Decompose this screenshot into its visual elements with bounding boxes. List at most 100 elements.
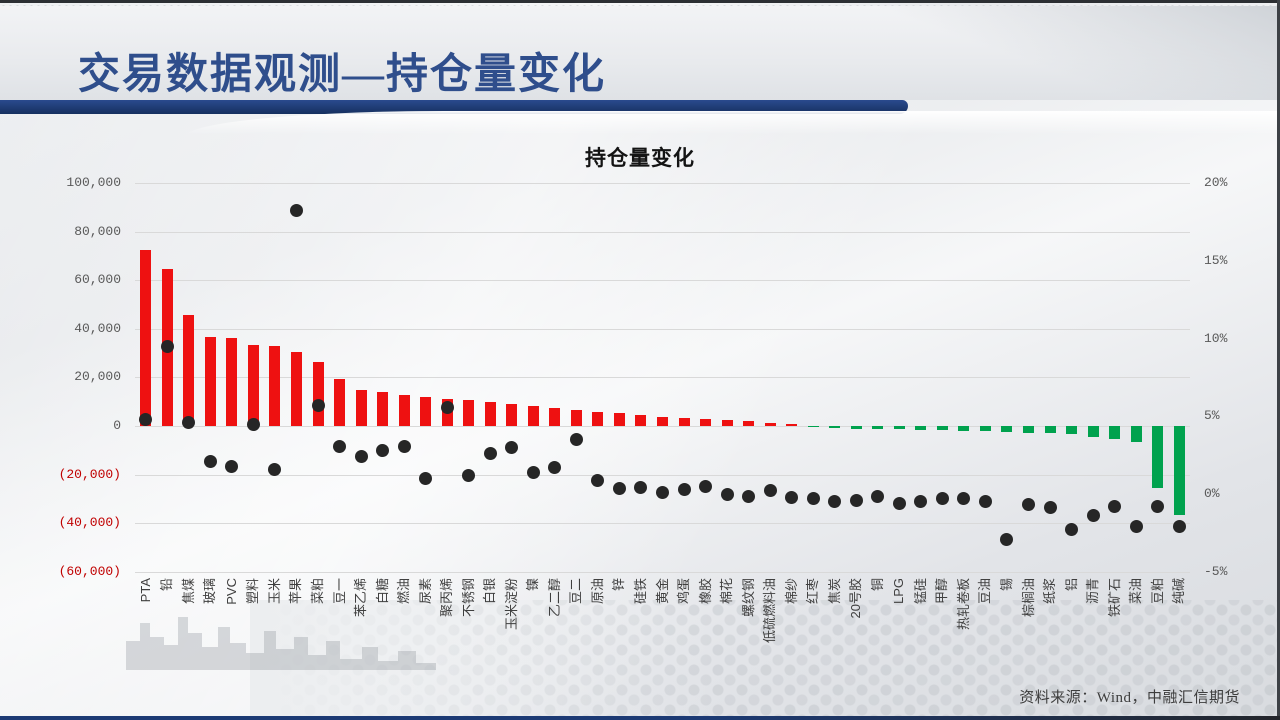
bar	[355, 389, 367, 427]
category-label: 不锈钢	[460, 578, 476, 618]
category-label: 20号胶	[848, 578, 864, 619]
scatter-dot	[699, 480, 713, 494]
category-label: 白糖	[374, 578, 390, 605]
gridline	[135, 523, 1190, 525]
category-label: 锌	[611, 578, 627, 592]
scatter-dot	[505, 441, 519, 455]
skyline-silhouette	[126, 617, 436, 670]
scatter-dot	[311, 399, 325, 413]
gridline	[135, 280, 1190, 282]
bar	[592, 411, 604, 427]
category-label: 低硫燃料油	[762, 578, 778, 644]
right-axis-tick-label: 10%	[1204, 330, 1228, 346]
bar	[269, 345, 281, 427]
left-axis-tick-label: (40,000)	[58, 515, 121, 531]
scatter-dot	[1172, 519, 1186, 533]
bar	[549, 407, 561, 427]
scatter-dot	[914, 494, 928, 508]
bar	[1130, 426, 1142, 442]
left-axis-tick-label: 60,000	[74, 272, 121, 288]
swoosh-decoration	[185, 111, 1280, 137]
bar	[635, 415, 647, 427]
scatter-dot	[935, 492, 949, 506]
scatter-dot	[483, 447, 497, 461]
category-label: 铅	[159, 578, 175, 592]
slide-edge-top	[0, 0, 1280, 3]
right-axis-tick-label: 20%	[1204, 174, 1228, 190]
bar	[1173, 426, 1185, 516]
category-label: LPG	[891, 578, 907, 605]
category-label: 白银	[482, 578, 498, 605]
scatter-dot	[720, 487, 734, 501]
gridline	[135, 571, 1190, 573]
scatter-dot	[763, 483, 777, 497]
bar	[678, 418, 690, 427]
category-label: 镍	[525, 578, 541, 592]
title-band-shade	[860, 6, 1280, 100]
page-title: 交易数据观测—持仓量变化	[78, 52, 607, 98]
category-label: 玻璃	[202, 578, 218, 605]
category-label: 玉米	[266, 578, 282, 605]
bar	[872, 426, 884, 429]
title-underline-bar	[0, 100, 908, 114]
scatter-dot	[440, 400, 454, 414]
left-axis-tick-label: 20,000	[74, 369, 121, 385]
category-label: 棉纱	[783, 578, 799, 605]
bar	[979, 426, 991, 432]
bar	[377, 391, 389, 427]
bar	[958, 426, 970, 431]
scatter-dot	[806, 491, 820, 505]
category-label: 棕榈油	[1020, 578, 1036, 618]
scatter-dot	[526, 466, 540, 479]
bar	[657, 416, 668, 427]
gridline	[135, 474, 1190, 476]
category-label: 塑料	[245, 578, 261, 605]
bar	[807, 426, 819, 428]
category-label: 纯碱	[1171, 578, 1187, 605]
category-label: 纸浆	[1042, 578, 1058, 605]
scatter-dot	[333, 439, 347, 453]
source-note: 资料来源：Wind，中融汇信期货	[1019, 690, 1240, 706]
scatter-dot	[268, 462, 282, 476]
bar	[463, 399, 475, 427]
gridline	[135, 231, 1190, 233]
bar	[247, 344, 259, 427]
left-axis-tick-label: 40,000	[74, 320, 121, 336]
scatter-dot	[656, 486, 669, 500]
scatter-dot	[548, 461, 562, 475]
scatter-dot	[634, 480, 648, 494]
category-label: 螺纹钢	[740, 578, 756, 618]
scatter-dot	[1151, 500, 1165, 514]
bar	[829, 426, 841, 429]
left-axis-tick-label: (20,000)	[58, 466, 121, 482]
category-label: 黄金	[654, 578, 670, 605]
category-label: 燃油	[396, 578, 412, 605]
scatter-dot	[612, 481, 626, 495]
scatter-dot	[376, 444, 390, 458]
category-label: 橡胶	[697, 578, 713, 605]
category-label: 铜	[869, 578, 885, 592]
bar	[1109, 426, 1121, 440]
scatter-dot	[1086, 508, 1100, 522]
bar	[1066, 426, 1078, 435]
bar	[140, 249, 152, 427]
scatter-dot	[354, 450, 368, 464]
bar	[1087, 426, 1099, 438]
category-label: 沥青	[1085, 578, 1101, 605]
category-label: 玉米淀粉	[503, 578, 519, 631]
slide-edge-right	[1277, 0, 1280, 720]
category-label: 菜油	[1128, 578, 1144, 605]
scatter-dot	[591, 473, 605, 487]
bar	[743, 420, 755, 427]
category-label: 鸡蛋	[676, 578, 692, 605]
right-axis-tick-label: 15%	[1204, 252, 1228, 268]
hexagon-texture-fade	[250, 600, 1280, 717]
gridline	[135, 328, 1190, 330]
scatter-dot	[462, 469, 476, 483]
bar	[1001, 426, 1013, 432]
scatter-dot	[1129, 519, 1143, 533]
category-label: PTA	[137, 578, 153, 603]
scatter-dot	[892, 497, 906, 511]
scatter-dot	[978, 494, 992, 508]
bar	[1044, 426, 1056, 434]
